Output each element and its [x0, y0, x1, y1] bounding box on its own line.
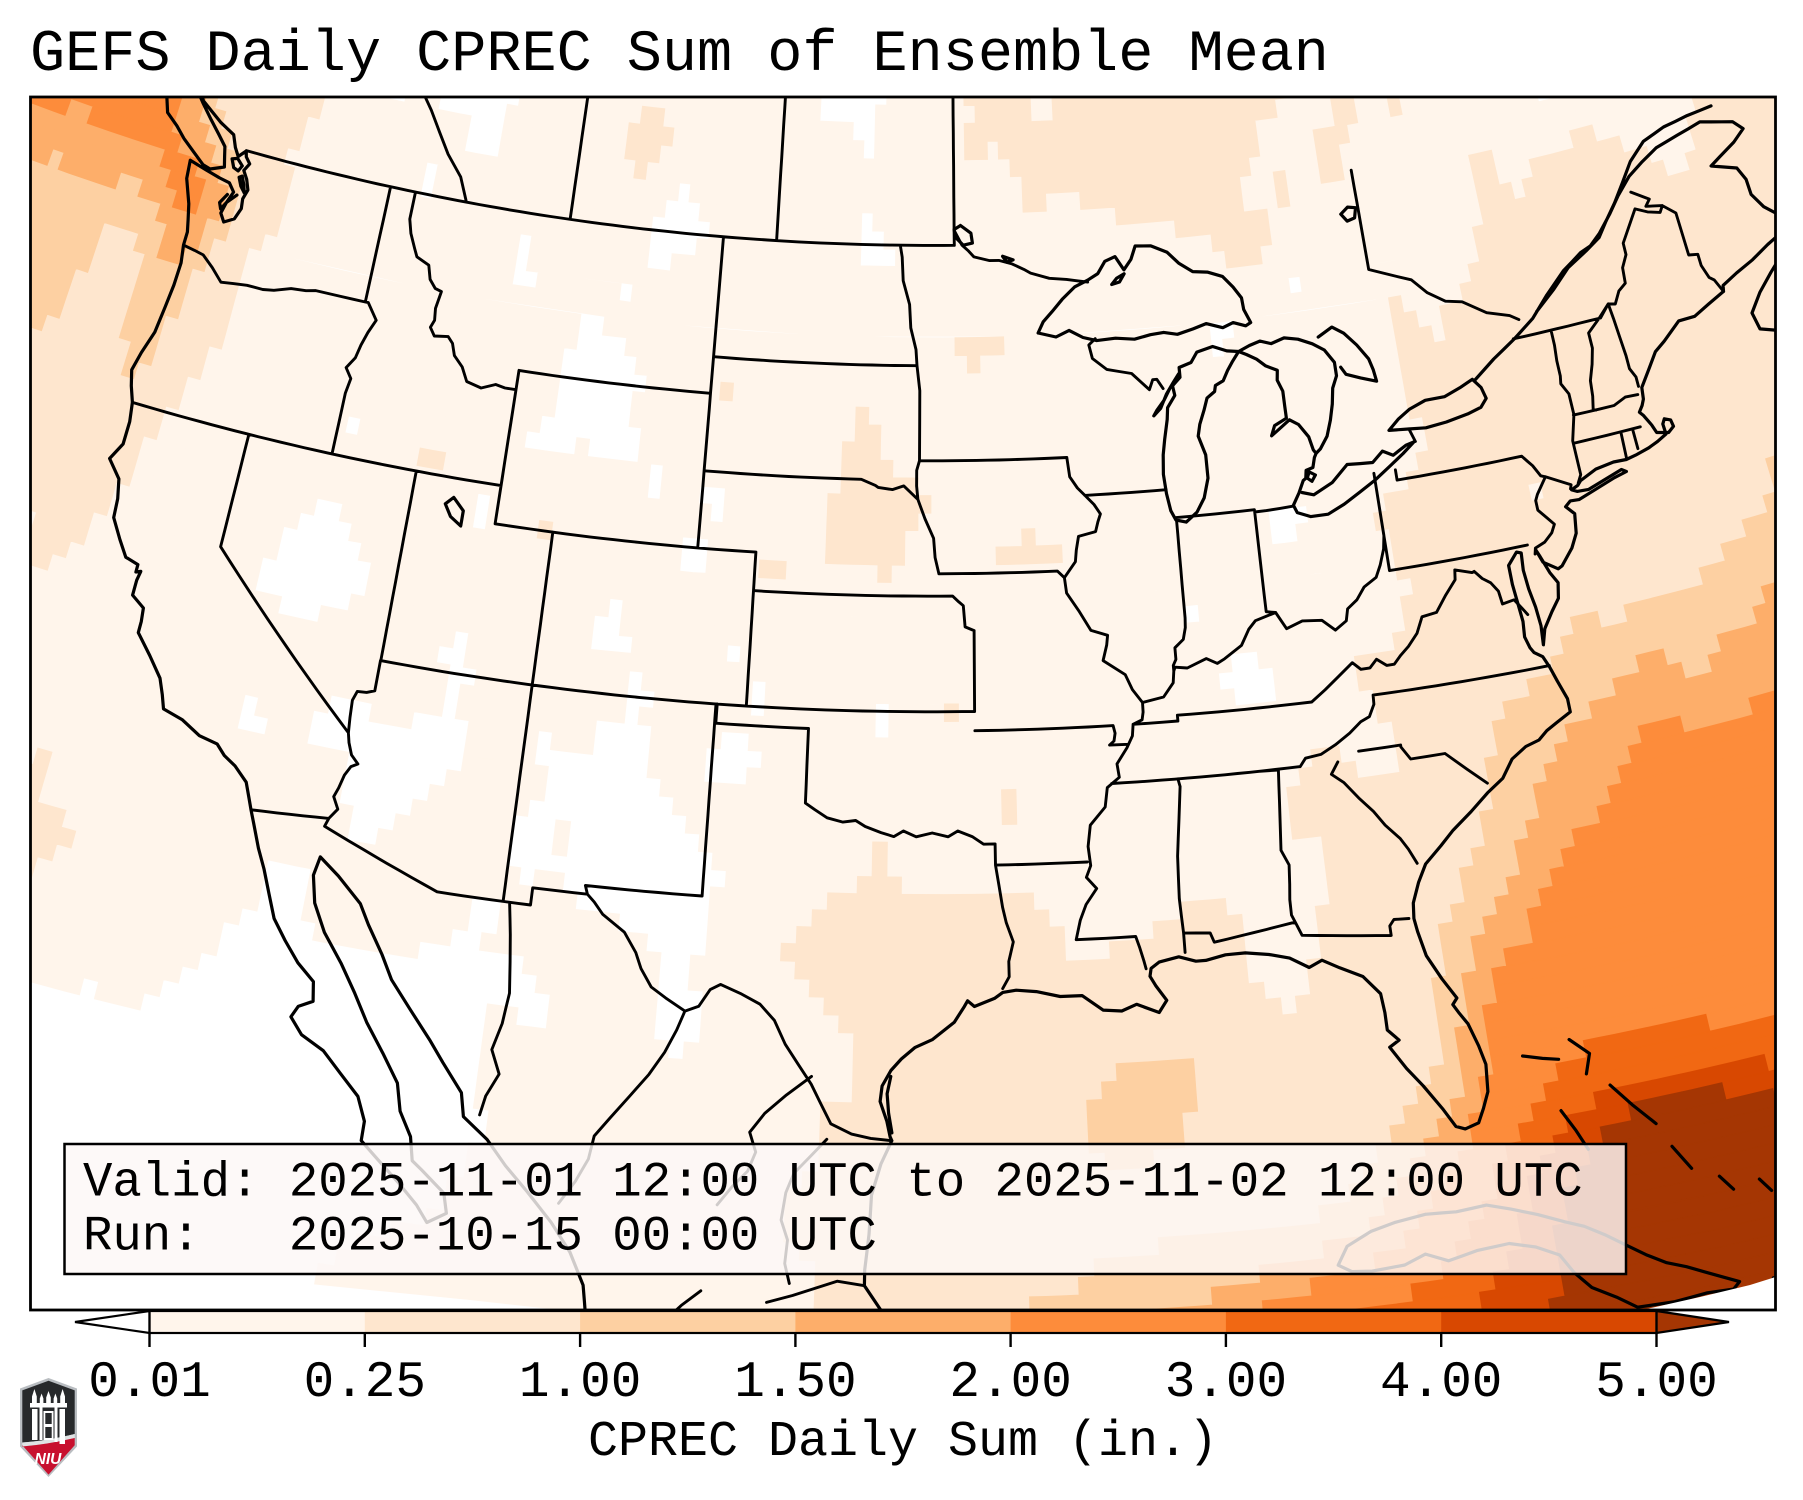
svg-text:Valid: 2025-11-01 12:00 UTC to: Valid: 2025-11-01 12:00 UTC to 2025-11-0… — [83, 1155, 1583, 1211]
svg-text:Run: 2025-10-15 00:00 UTC: Run: 2025-10-15 00:00 UTC — [83, 1209, 877, 1265]
svg-text:CPREC Daily Sum (in.): CPREC Daily Sum (in.) — [588, 1414, 1218, 1471]
svg-text:2.00: 2.00 — [949, 1355, 1071, 1412]
svg-text:5.00: 5.00 — [1595, 1355, 1717, 1412]
svg-text:GEFS Daily CPREC Sum of Ensemb: GEFS Daily CPREC Sum of Ensemble Mean — [30, 21, 1329, 88]
svg-text:1.50: 1.50 — [734, 1355, 856, 1412]
svg-text:1.00: 1.00 — [519, 1355, 641, 1412]
svg-text:0.01: 0.01 — [88, 1355, 210, 1412]
svg-text:0.25: 0.25 — [304, 1355, 426, 1412]
svg-text:3.00: 3.00 — [1165, 1355, 1287, 1412]
svg-text:4.00: 4.00 — [1380, 1355, 1502, 1412]
svg-text:NIU: NIU — [35, 1451, 63, 1468]
